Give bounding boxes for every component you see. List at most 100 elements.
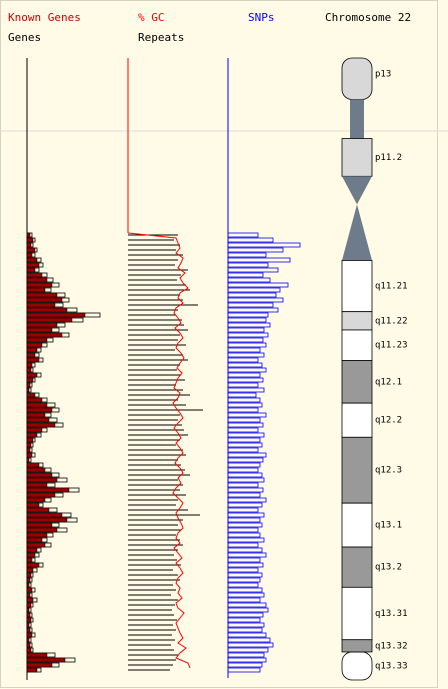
known-gene-bar <box>26 372 38 378</box>
snp-bar <box>227 427 259 433</box>
snp-bar <box>227 482 259 488</box>
band <box>342 176 372 205</box>
known-gene-bar <box>26 562 40 568</box>
known-gene-bar <box>26 582 30 588</box>
known-gene-bar <box>26 272 43 278</box>
known-gene-bar <box>26 322 58 328</box>
known-gene-bar <box>26 647 32 653</box>
band-label: q11.23 <box>375 341 408 351</box>
snp-bar <box>227 487 264 493</box>
band-label: q12.2 <box>375 416 402 426</box>
known-gene-bar <box>26 442 32 448</box>
snp-bar <box>227 592 265 598</box>
snp-bar <box>227 472 263 478</box>
snp-bar <box>227 452 267 458</box>
snp-bar <box>227 662 263 668</box>
known-gene-bar <box>26 652 48 658</box>
known-gene-bar <box>26 512 63 518</box>
known-gene-bar <box>26 257 38 263</box>
snp-bar <box>227 492 261 498</box>
known-gene-bar <box>26 392 36 398</box>
gc-line <box>127 232 191 669</box>
known-gene-bar <box>26 412 46 418</box>
known-gene-bar <box>26 462 40 468</box>
known-gene-bar <box>26 522 53 528</box>
known-gene-bar <box>26 287 46 293</box>
snp-bar <box>227 567 259 573</box>
snp-bar <box>227 362 263 368</box>
known-gene-bar <box>26 557 33 563</box>
known-gene-bar <box>26 607 30 613</box>
known-gene-bar <box>26 352 36 358</box>
known-gene-bar <box>26 297 63 303</box>
snp-bar <box>227 312 269 318</box>
snp-bar <box>227 327 265 333</box>
band <box>341 260 373 313</box>
known-gene-bar <box>26 407 53 413</box>
snp-bar <box>227 342 267 348</box>
snp-bar <box>227 602 267 608</box>
band <box>341 57 373 100</box>
known-gene-bar <box>26 532 48 538</box>
known-gene-bar <box>26 517 68 523</box>
known-gene-bar <box>26 247 36 253</box>
band-label: q13.32 <box>375 641 408 651</box>
snp-bar <box>227 267 279 273</box>
snp-bar <box>227 397 261 403</box>
known-gene-bar <box>26 292 58 298</box>
known-gene-bar <box>26 417 50 423</box>
known-gene-bar <box>26 472 53 478</box>
snp-bar <box>227 622 265 628</box>
known-gene-bar <box>26 662 53 668</box>
known-gene-bar <box>26 317 73 323</box>
known-gene-bar <box>26 542 46 548</box>
known-gene-bar <box>26 387 30 393</box>
known-gene-bar <box>26 437 34 443</box>
band <box>342 204 372 261</box>
band <box>341 546 373 588</box>
snp-bar <box>227 367 267 373</box>
snp-bar <box>227 647 269 653</box>
known-gene-bar <box>26 277 48 283</box>
known-gene-bar <box>26 327 53 333</box>
known-gene-bar <box>26 432 38 438</box>
snp-bar <box>227 527 259 533</box>
snp-bar <box>227 437 261 443</box>
snp-bar <box>227 237 274 243</box>
snp-bar <box>227 292 277 298</box>
known-gene-bar <box>26 427 43 433</box>
known-gene-bar <box>26 627 31 633</box>
known-gene-bar <box>26 237 34 243</box>
known-gene-bar <box>26 362 33 368</box>
known-gene-bar <box>26 547 38 553</box>
known-gene-bar <box>26 572 32 578</box>
snp-bar <box>227 467 259 473</box>
snp-bar <box>227 262 269 268</box>
snp-bar <box>227 477 265 483</box>
snp-bar <box>227 652 265 658</box>
known-gene-bar <box>26 632 33 638</box>
snp-bar <box>227 577 261 583</box>
snp-bar <box>227 497 267 503</box>
band <box>341 651 373 681</box>
known-gene-bar <box>26 262 40 268</box>
snp-bar <box>227 637 271 643</box>
known-gene-bar <box>26 537 43 543</box>
snp-bar <box>227 387 265 393</box>
band-label: q13.1 <box>375 521 402 531</box>
snp-bar <box>227 642 274 648</box>
known-gene-bar <box>26 252 33 258</box>
snp-bar <box>227 587 263 593</box>
known-gene-bar <box>26 242 32 248</box>
snp-bar <box>227 557 261 563</box>
band <box>341 329 373 361</box>
track-label: Genes <box>8 31 41 44</box>
snp-bar <box>227 612 264 618</box>
snp-bar <box>227 412 267 418</box>
snp-bar <box>227 297 284 303</box>
snp-bar <box>227 657 267 663</box>
known-gene-bar <box>26 567 34 573</box>
band-label: p11.2 <box>375 153 402 163</box>
snp-bar <box>227 332 269 338</box>
known-gene-bar <box>26 587 33 593</box>
